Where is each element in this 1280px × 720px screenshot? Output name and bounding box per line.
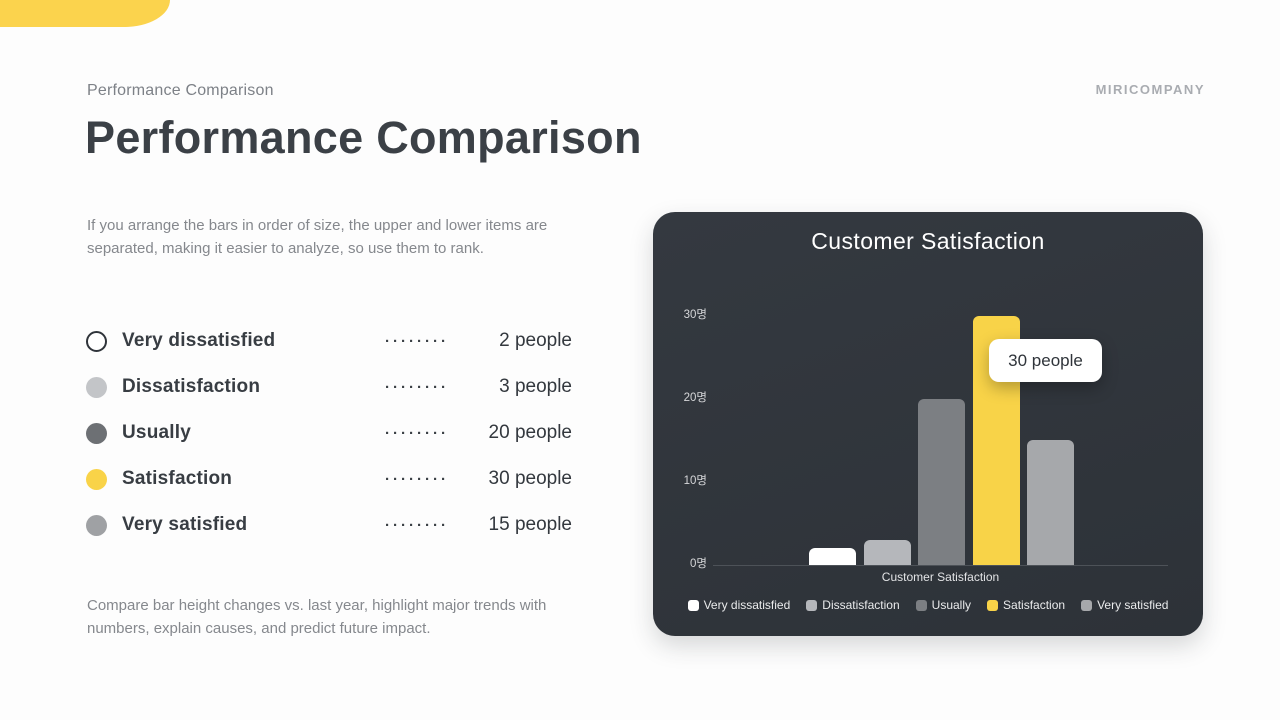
stat-dot	[86, 376, 107, 398]
stat-label: Dissatisfaction	[122, 376, 261, 397]
stat-row: Dissatisfaction ········ 3 people	[86, 364, 572, 410]
stat-label: Usually	[122, 422, 191, 443]
y-axis-tick: 0명	[690, 558, 707, 570]
bar-dissatisfaction[interactable]	[864, 540, 911, 565]
stat-leader: ········	[385, 378, 449, 396]
page-eyebrow: Performance Comparison	[87, 82, 274, 99]
legend-item[interactable]: Very satisfied	[1081, 598, 1168, 612]
stat-leader: ········	[385, 516, 449, 534]
stat-dot	[86, 468, 107, 490]
intro-paragraph: If you arrange the bars in order of size…	[87, 217, 548, 257]
stat-value: 3 people	[499, 376, 572, 397]
legend-item[interactable]: Usually	[915, 598, 972, 612]
stat-row: Very satisfied ········ 15 people	[86, 502, 572, 548]
y-axis-tick: 30명	[683, 309, 707, 321]
stat-value: 2 people	[499, 330, 572, 351]
legend-swatch	[806, 599, 818, 611]
stat-row: Usually ········ 20 people	[86, 410, 572, 456]
legend-item[interactable]: Satisfaction	[987, 598, 1065, 612]
chart-title: Customer Satisfaction	[811, 228, 1045, 254]
legend-label: Very dissatisfied	[703, 598, 791, 612]
legend-label: Very satisfied	[1097, 598, 1169, 612]
stat-label: Satisfaction	[122, 468, 233, 489]
stats-list: Very dissatisfied ········ 2 people Diss…	[86, 318, 572, 548]
stat-row: Very dissatisfied ········ 2 people	[86, 318, 572, 364]
x-axis-baseline	[713, 565, 1168, 566]
stat-dot	[86, 514, 107, 536]
legend-label: Usually	[931, 598, 972, 612]
stat-row: Satisfaction ········ 30 people	[86, 456, 572, 502]
y-axis-tick: 10명	[683, 475, 707, 487]
chart-bars	[713, 212, 1168, 565]
stat-dot	[86, 422, 107, 444]
chart-card: Customer Satisfaction 0명 10명 20명 30명 30 peo…	[653, 212, 1203, 636]
legend-swatch	[1081, 599, 1093, 611]
y-axis: 0명 10명 20명 30명	[653, 212, 707, 572]
stat-leader: ········	[385, 332, 449, 350]
y-axis-tick: 20명	[683, 392, 707, 404]
legend-swatch	[987, 599, 999, 611]
legend-swatch	[915, 599, 927, 611]
stat-value: 20 people	[488, 422, 572, 443]
stat-label: Very dissatisfied	[122, 330, 276, 351]
legend-label: Dissatisfaction	[822, 598, 900, 612]
stat-leader: ········	[385, 470, 449, 488]
brand-label: MIRICOMPANY	[1095, 82, 1205, 97]
bar-very-dissatisfied[interactable]	[809, 548, 856, 565]
legend-item[interactable]: Very dissatisfied	[687, 598, 791, 612]
page-title: Performance Comparison	[85, 112, 642, 163]
stat-value: 15 people	[488, 514, 572, 535]
stat-leader: ········	[385, 424, 449, 442]
legend-item[interactable]: Dissatisfaction	[806, 598, 900, 612]
bar-very-satisfied[interactable]	[1027, 440, 1074, 565]
legend-swatch	[687, 599, 699, 611]
tooltip-text: 30 people	[1008, 350, 1083, 370]
tooltip: 30 people	[989, 339, 1102, 382]
stat-label: Very satisfied	[122, 514, 248, 535]
bar-usually[interactable]	[918, 399, 965, 565]
footnote-paragraph: Compare bar height changes vs. last year…	[87, 597, 547, 637]
legend-label: Satisfaction	[1003, 598, 1066, 612]
stat-dot	[86, 330, 107, 352]
yellow-corner-shape	[0, 0, 170, 27]
x-axis-label: Customer Satisfaction	[881, 570, 1000, 584]
chart-legend: Very dissatisfied Dissatisfaction Usually S…	[653, 598, 1203, 612]
stat-value: 30 people	[488, 468, 572, 489]
